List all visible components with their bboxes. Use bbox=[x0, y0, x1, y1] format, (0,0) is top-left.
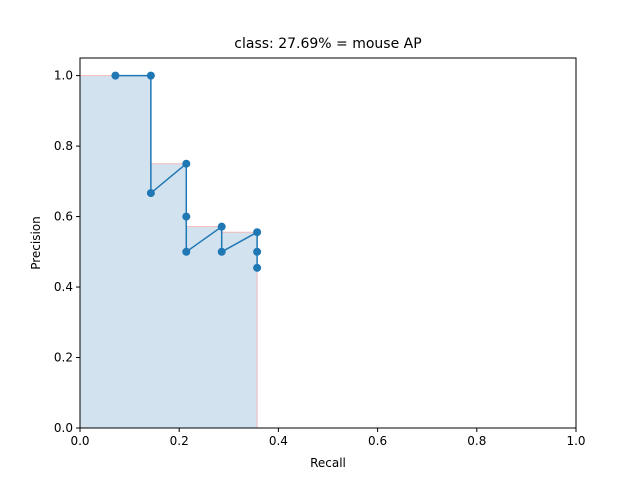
x-tick-label: 0.0 bbox=[70, 434, 89, 448]
data-point-2 bbox=[146, 71, 155, 80]
y-tick-label: 1.0 bbox=[54, 69, 73, 83]
data-point-5 bbox=[182, 212, 191, 221]
y-axis-label: Precision bbox=[29, 216, 43, 270]
y-tick-label: 0.0 bbox=[54, 421, 73, 435]
data-point-7 bbox=[217, 222, 226, 231]
y-ticks: 0.0 0.2 0.4 0.6 0.8 1.0 bbox=[54, 69, 80, 435]
data-point-3 bbox=[146, 189, 155, 198]
data-point-8 bbox=[217, 247, 226, 256]
data-point-1 bbox=[111, 71, 120, 80]
plot-frame bbox=[79, 57, 577, 429]
chart-title: class: 27.69% = mouse AP bbox=[234, 36, 421, 52]
y-tick-label: 0.2 bbox=[54, 351, 73, 365]
data-point-11 bbox=[253, 263, 262, 272]
x-tick-label: 0.2 bbox=[170, 434, 189, 448]
data-point-6 bbox=[182, 247, 191, 256]
data-point-10 bbox=[253, 247, 262, 256]
series-layer bbox=[111, 71, 262, 272]
y-tick-label: 0.8 bbox=[54, 139, 73, 153]
y-tick-label: 0.6 bbox=[54, 210, 73, 224]
x-tick-label: 1.0 bbox=[566, 434, 585, 448]
x-tick-label: 0.4 bbox=[269, 434, 288, 448]
x-axis-label: Recall bbox=[310, 456, 346, 470]
x-tick-label: 0.8 bbox=[467, 434, 486, 448]
x-ticks: 0.0 0.2 0.4 0.6 0.8 1.0 bbox=[70, 428, 586, 448]
data-point-4 bbox=[182, 159, 191, 168]
data-point-9 bbox=[253, 228, 262, 237]
y-tick-label: 0.4 bbox=[54, 280, 73, 294]
x-tick-label: 0.6 bbox=[368, 434, 387, 448]
